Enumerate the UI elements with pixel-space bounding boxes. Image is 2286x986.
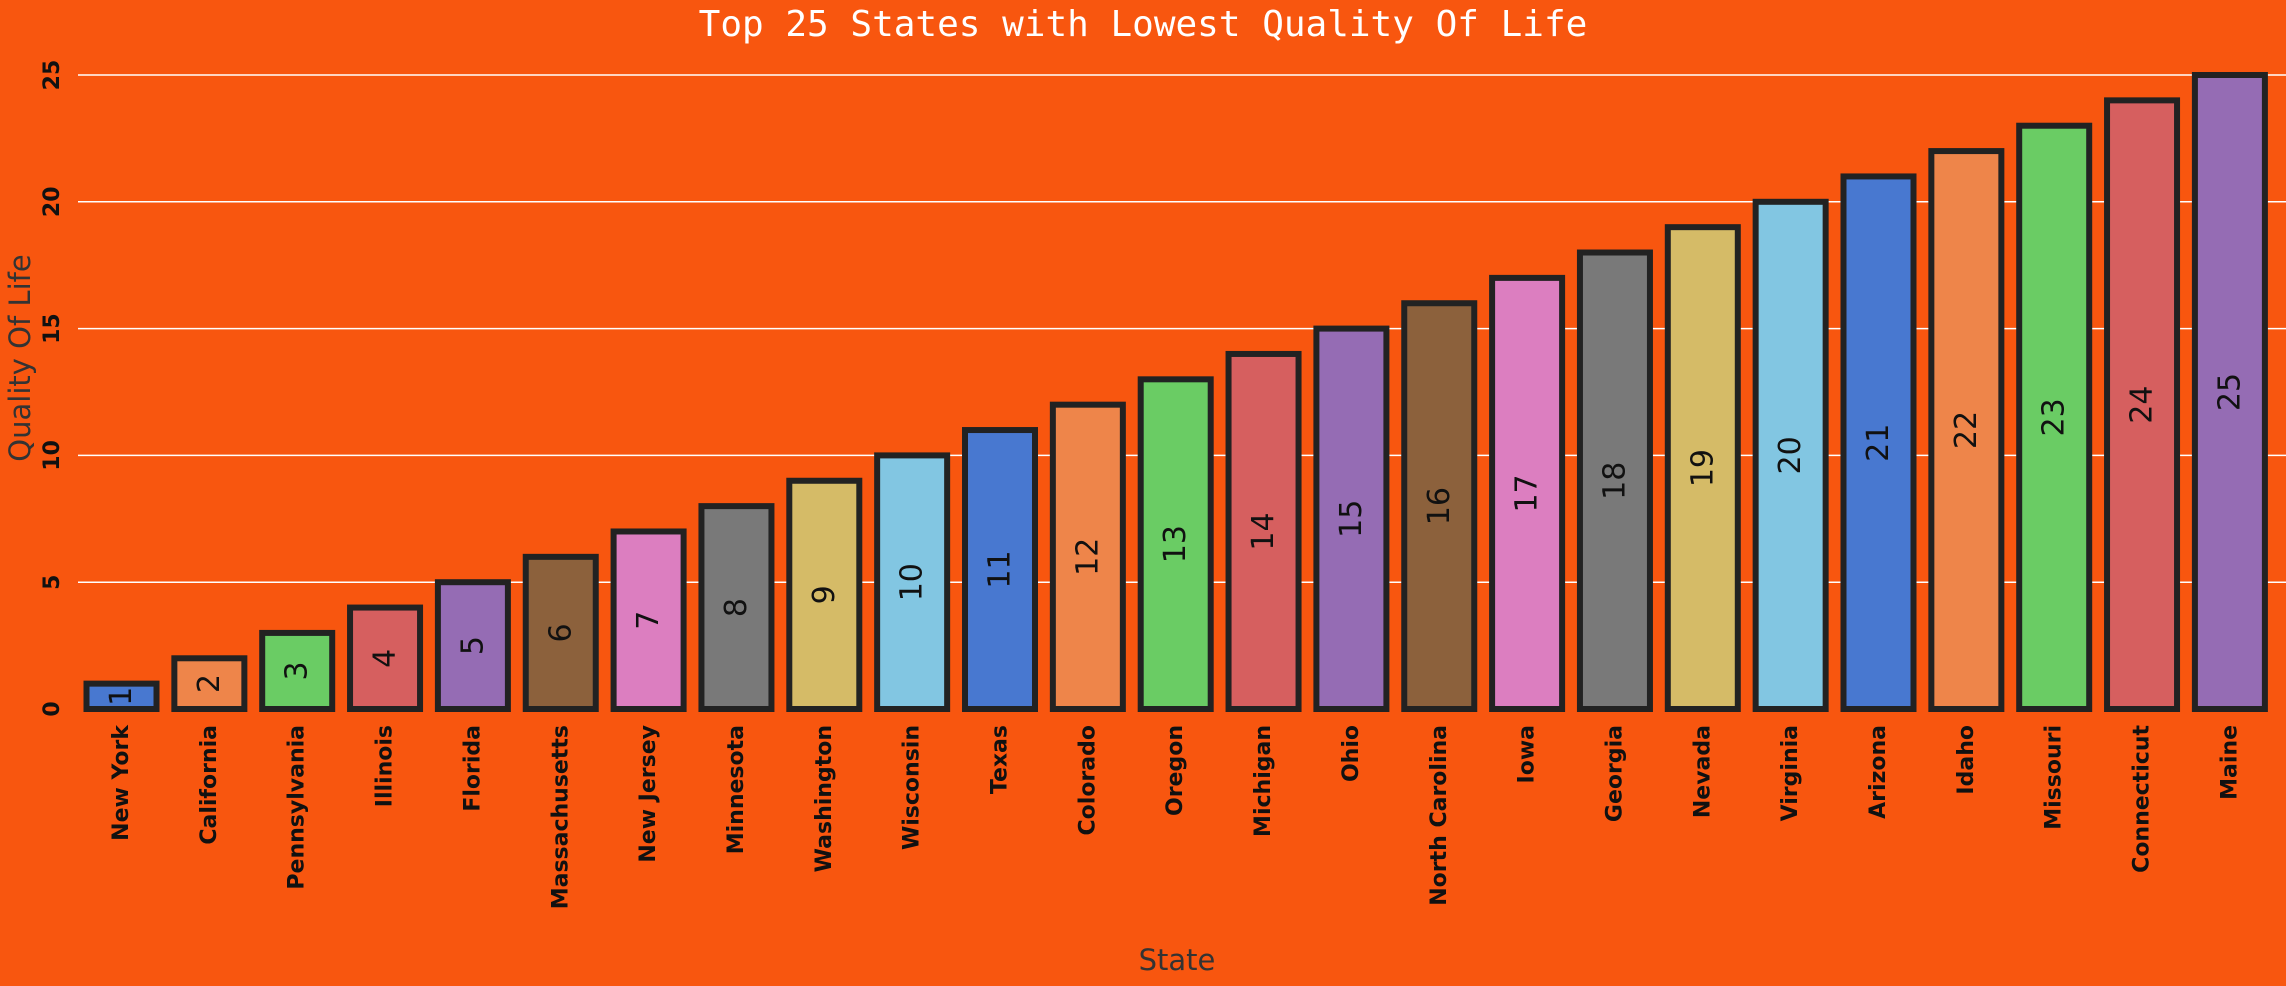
x-tick-label: Maine [2217, 725, 2242, 800]
bar [83, 680, 160, 713]
x-tick-label: New Jersey [636, 725, 661, 863]
y-axis-label: Quality Of Life [3, 254, 37, 461]
x-tick-label: Michigan [1251, 725, 1276, 837]
bar [1752, 198, 1829, 713]
bar [434, 579, 511, 713]
x-tick-label: New York [109, 724, 134, 841]
y-tick-label: 5 [40, 575, 65, 590]
bars [83, 72, 2268, 713]
x-axis-label: State [1139, 943, 1216, 977]
bar-value-label: 6 [543, 623, 578, 642]
bar [1664, 224, 1741, 712]
bar-value-label: 23 [2037, 398, 2072, 436]
bar-value-label: 25 [2212, 373, 2247, 411]
bar-value-label: 20 [1773, 436, 1808, 474]
bar [1137, 376, 1214, 712]
chart-title: Top 25 States with Lowest Quality Of Lif… [699, 4, 1588, 45]
bar-value-label: 8 [719, 598, 754, 617]
x-tick-label: Iowa [1515, 725, 1540, 783]
bar [1225, 350, 1302, 712]
bar-value-label: 18 [1597, 462, 1632, 500]
bar [610, 528, 687, 712]
bar-value-label: 3 [280, 661, 315, 680]
bar [698, 503, 775, 712]
bar [1049, 401, 1126, 712]
x-axis-ticks: New York California Pennsylvania Illinois Fl… [109, 724, 2242, 910]
x-tick-label: Texas [988, 725, 1013, 794]
x-tick-label: Ohio [1339, 725, 1364, 782]
y-tick-label: 15 [40, 313, 65, 344]
x-tick-label: Arizona [1866, 725, 1891, 819]
bar-value-label: 5 [455, 636, 490, 655]
bar-value-label: 12 [1070, 538, 1105, 576]
bar-value-label: 16 [1422, 487, 1457, 525]
x-tick-label: Oregon [1163, 725, 1188, 816]
bar [962, 427, 1038, 712]
bar [259, 629, 336, 712]
bar-value-label: 10 [895, 563, 930, 601]
x-tick-label: Massachusetts [548, 725, 573, 909]
x-tick-label: Pennsylvania [285, 725, 310, 890]
bar [1401, 300, 1478, 712]
bar [347, 604, 424, 712]
bar [1489, 274, 1566, 712]
x-tick-label: California [197, 725, 222, 845]
x-tick-label: Washington [812, 725, 837, 872]
bar [171, 655, 248, 713]
bar [1576, 249, 1653, 713]
bar-value-label: 7 [631, 611, 666, 630]
grid-lines [78, 74, 2286, 583]
bar-value-label: 14 [1246, 512, 1281, 550]
bar [786, 477, 863, 713]
bar-value-label: 17 [1510, 474, 1545, 512]
bar-value-label: 13 [1158, 525, 1193, 563]
bar-value-label: 1 [104, 687, 139, 706]
x-tick-label: Illinois [373, 725, 398, 807]
bar [874, 452, 951, 712]
bar-value-label: 24 [2125, 386, 2160, 424]
bar-value-label: 11 [983, 550, 1018, 588]
bar [2104, 97, 2181, 713]
x-tick-label: Minnesota [724, 725, 749, 854]
bar-value-label: 22 [1949, 411, 1984, 449]
bar-value-label: 15 [1334, 500, 1369, 538]
bar-value-label: 4 [368, 649, 403, 668]
bar [2016, 122, 2093, 713]
bar [522, 553, 599, 713]
y-tick-label: 20 [40, 186, 65, 217]
y-tick-label: 0 [40, 701, 65, 716]
bar [2191, 72, 2268, 712]
y-tick-label: 25 [40, 60, 65, 91]
x-tick-label: Florida [460, 725, 485, 812]
y-tick-label: 10 [40, 440, 65, 471]
x-tick-label: Nevada [1690, 725, 1715, 818]
x-tick-label: Connecticut [2130, 725, 2155, 873]
x-tick-label: Georgia [1602, 725, 1627, 822]
bar [1928, 148, 2005, 712]
bar-value-label: 19 [1685, 449, 1720, 487]
x-tick-label: North Carolina [1427, 725, 1452, 906]
bar [1313, 325, 1390, 712]
x-tick-label: Virginia [1778, 725, 1803, 821]
x-tick-label: Idaho [1954, 725, 1979, 795]
y-axis-ticks: 0 5 10 15 20 25 [40, 60, 65, 717]
bar-value-label: 9 [807, 585, 842, 604]
bar-value-label: 2 [192, 674, 227, 693]
x-tick-label: Missouri [2042, 725, 2067, 830]
x-tick-label: Wisconsin [900, 725, 925, 850]
bar-value-label: 21 [1861, 424, 1896, 462]
bar [1840, 173, 1917, 712]
x-tick-label: Colorado [1075, 725, 1100, 835]
